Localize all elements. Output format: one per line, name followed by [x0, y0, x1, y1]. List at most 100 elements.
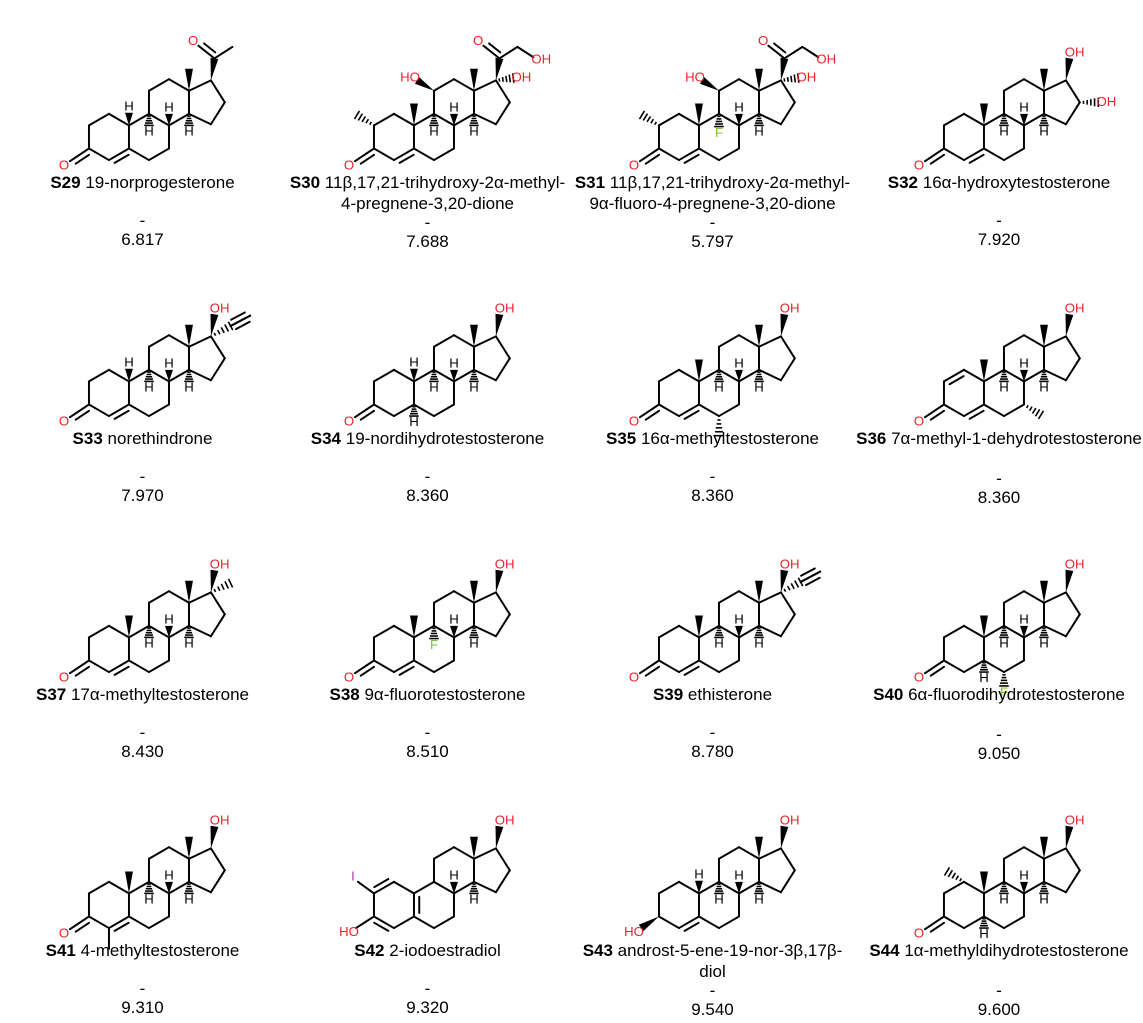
hydroxyl-label: OH	[796, 70, 816, 85]
compound-name: 16α-methyltestosterone	[641, 429, 819, 448]
ring-bond	[781, 102, 795, 124]
activity-value: 8.430	[0, 742, 285, 762]
h-label: H	[754, 123, 764, 138]
carbonyl-bond	[355, 661, 374, 674]
ring-bond	[944, 405, 964, 417]
ring-bond	[1004, 149, 1024, 161]
compound-name: 16α-hydroxytestosterone	[923, 173, 1110, 192]
hash-mark	[366, 119, 368, 123]
compound-id: S42	[354, 941, 384, 960]
c20-c21-bond	[214, 47, 232, 59]
hydroxyl-label: OH	[780, 557, 800, 572]
ring-bond	[1004, 847, 1024, 859]
hash-mark	[214, 589, 215, 592]
ring-bond	[719, 847, 739, 859]
c17-hydroxyl-wedge	[780, 314, 788, 337]
compound-name: ethisterone	[688, 685, 772, 704]
c2-methyl-hashed	[639, 111, 656, 125]
ring-bond	[781, 870, 795, 892]
compound-name: 11β,17,21-trihydroxy-2α-methyl-9α-fluoro…	[589, 173, 850, 213]
ring-bond	[781, 358, 795, 380]
carbonyl-bond	[355, 149, 374, 162]
carbonyl-bond	[640, 405, 659, 418]
compound-caption: S37 17α-methyltestosterone	[0, 684, 285, 705]
carbonyl-bond	[70, 405, 89, 418]
compound-name: 19-norprogesterone	[85, 173, 234, 192]
ring-bond	[659, 114, 679, 126]
compound-id: S39	[653, 685, 683, 704]
hash-mark	[1027, 405, 1029, 408]
h-label: H	[1039, 123, 1049, 138]
ring-bond	[964, 882, 984, 894]
c18-methyl-wedge	[755, 69, 763, 91]
hash-mark	[952, 873, 955, 878]
h-label: H	[754, 891, 764, 906]
carbonyl-oxygen-label: O	[344, 669, 354, 684]
ring-bond	[109, 626, 129, 638]
hash-mark	[1039, 411, 1044, 419]
ring-bond	[89, 114, 109, 126]
ring-bond	[496, 592, 510, 614]
compound-id: S35	[606, 429, 636, 448]
hash-mark	[362, 116, 365, 121]
ring-bond	[759, 80, 781, 90]
ring-bond	[149, 335, 169, 347]
ring-bond	[1044, 592, 1066, 602]
ring-bond	[129, 917, 149, 929]
hash-mark	[509, 75, 510, 83]
ring-bond	[659, 917, 679, 929]
hash-mark	[1030, 407, 1032, 411]
ring-bond	[89, 626, 109, 638]
ring-bond	[169, 79, 189, 91]
h-label: H	[469, 123, 479, 138]
h-label: H	[714, 379, 724, 394]
ring-bond	[1004, 335, 1024, 347]
c19-methyl-wedge	[410, 615, 418, 637]
h-label: H	[469, 891, 479, 906]
h-label: H	[184, 379, 194, 394]
h-label: H	[184, 635, 194, 650]
ring-bond	[211, 592, 225, 614]
ring-bond	[1004, 591, 1024, 603]
hash-mark	[358, 114, 362, 121]
ring-bond	[699, 405, 719, 417]
compound-id: S44	[869, 941, 899, 960]
ring-bond	[759, 848, 781, 858]
ring-bond	[984, 149, 1004, 161]
ring-bond	[496, 848, 510, 870]
ring-bond	[89, 917, 109, 929]
h-label: H	[979, 670, 989, 685]
triple-bond	[801, 572, 821, 582]
ring-bond	[739, 79, 759, 91]
compound-caption: S39 ethisterone	[570, 684, 855, 705]
ring-bond	[1066, 592, 1080, 614]
h-label: H	[164, 100, 174, 115]
h-label: H	[449, 356, 459, 371]
ring-bond	[454, 591, 474, 603]
ring-bond	[944, 917, 964, 929]
ring-bond	[109, 882, 129, 894]
compound-id: S29	[50, 173, 80, 192]
carbonyl-bond	[198, 46, 214, 59]
c18-methyl-wedge	[1040, 581, 1048, 603]
ring-bond	[781, 336, 795, 358]
ring-bond	[659, 626, 679, 638]
hash-mark	[960, 878, 962, 881]
activity-value: 6.817	[0, 230, 285, 250]
separator-dash: -	[285, 468, 570, 486]
hydroxyl-label: OH	[531, 51, 551, 66]
hash-mark	[225, 581, 228, 588]
hydroxyl-label: OH	[780, 301, 800, 316]
hydroxyl-label: OH	[1096, 94, 1116, 109]
h-label: H	[144, 891, 154, 906]
c19-methyl-wedge	[980, 615, 988, 637]
hash-mark	[221, 327, 224, 333]
